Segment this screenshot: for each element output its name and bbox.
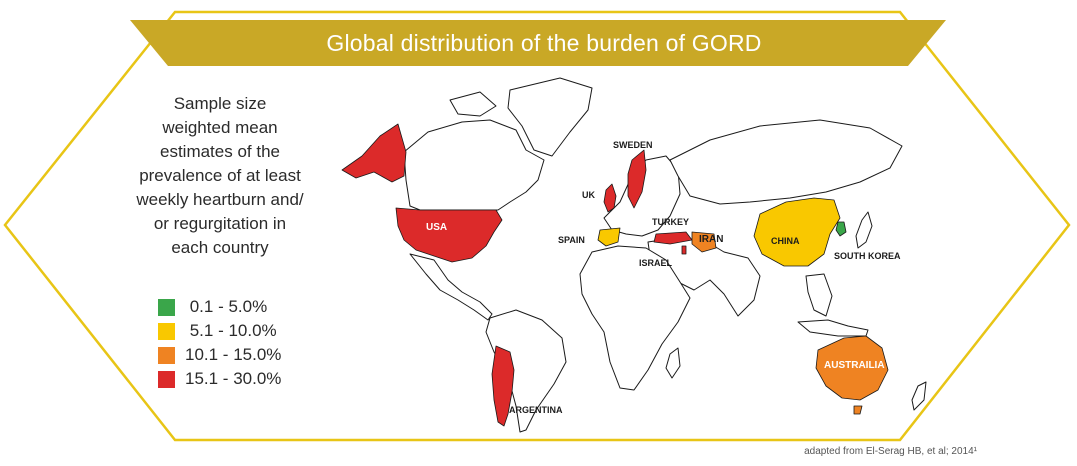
alaska-shape	[341, 123, 407, 183]
spain-shape	[597, 227, 621, 247]
country-label-spain: SPAIN	[558, 235, 585, 245]
canada-shape	[403, 119, 545, 211]
indonesia-shape	[797, 319, 869, 337]
legend-swatch	[158, 370, 175, 388]
turkey-shape	[653, 231, 693, 245]
country-label-turkey: TURKEY	[652, 217, 690, 227]
usa-shape	[395, 207, 503, 263]
country-label-sweden: SWEDEN	[613, 140, 653, 150]
country-label-argentina: ARGENTINA	[509, 405, 563, 415]
legend: 0.1 - 5.0% 5.1 - 10.0% 10.1 - 15.0% 15.1…	[158, 295, 281, 391]
legend-swatch	[158, 298, 175, 316]
source-note: adapted from El-Serag HB, et al; 2014¹	[804, 446, 977, 457]
country-label-china: CHINA	[771, 236, 800, 246]
map-title: Global distribution of the burden of GOR…	[326, 29, 762, 56]
australia-shape	[815, 335, 889, 401]
legend-swatch	[158, 346, 175, 364]
israel-shape	[681, 245, 687, 255]
legend-item: 10.1 - 15.0%	[158, 343, 281, 367]
legend-item: 5.1 - 10.0%	[158, 319, 281, 343]
country-label-australia: AUSTRAILIA	[824, 360, 885, 371]
japan-shape	[855, 211, 873, 249]
country-label-south-korea: SOUTH KOREA	[834, 251, 901, 261]
argentina-shape	[491, 345, 515, 427]
map-description: Sample size weighted mean estimates of t…	[136, 94, 304, 257]
world-map	[341, 77, 927, 433]
greenland-shape	[507, 77, 593, 157]
russia-shape	[669, 119, 903, 205]
new-zealand-shape	[911, 381, 927, 411]
arctic-islands-shape	[449, 91, 497, 117]
country-label-usa: USA	[426, 222, 448, 233]
africa-shape	[579, 245, 691, 391]
legend-swatch	[158, 322, 175, 340]
country-label-iran: IRAN	[699, 234, 724, 245]
tasmania-shape	[853, 405, 863, 415]
china-shape	[753, 197, 841, 267]
iran-shape	[691, 231, 717, 253]
legend-item: 0.1 - 5.0%	[158, 295, 281, 319]
sweden-shape	[627, 149, 647, 209]
country-label-uk: UK	[582, 190, 595, 200]
mexico-shape	[409, 253, 493, 321]
madagascar-shape	[665, 347, 681, 379]
south-korea-shape	[835, 221, 847, 237]
legend-item: 15.1 - 30.0%	[158, 367, 281, 391]
uk-shape	[603, 183, 617, 213]
country-label-israel: ISRAEL	[639, 258, 673, 268]
southeast-asia-shape	[805, 273, 833, 317]
